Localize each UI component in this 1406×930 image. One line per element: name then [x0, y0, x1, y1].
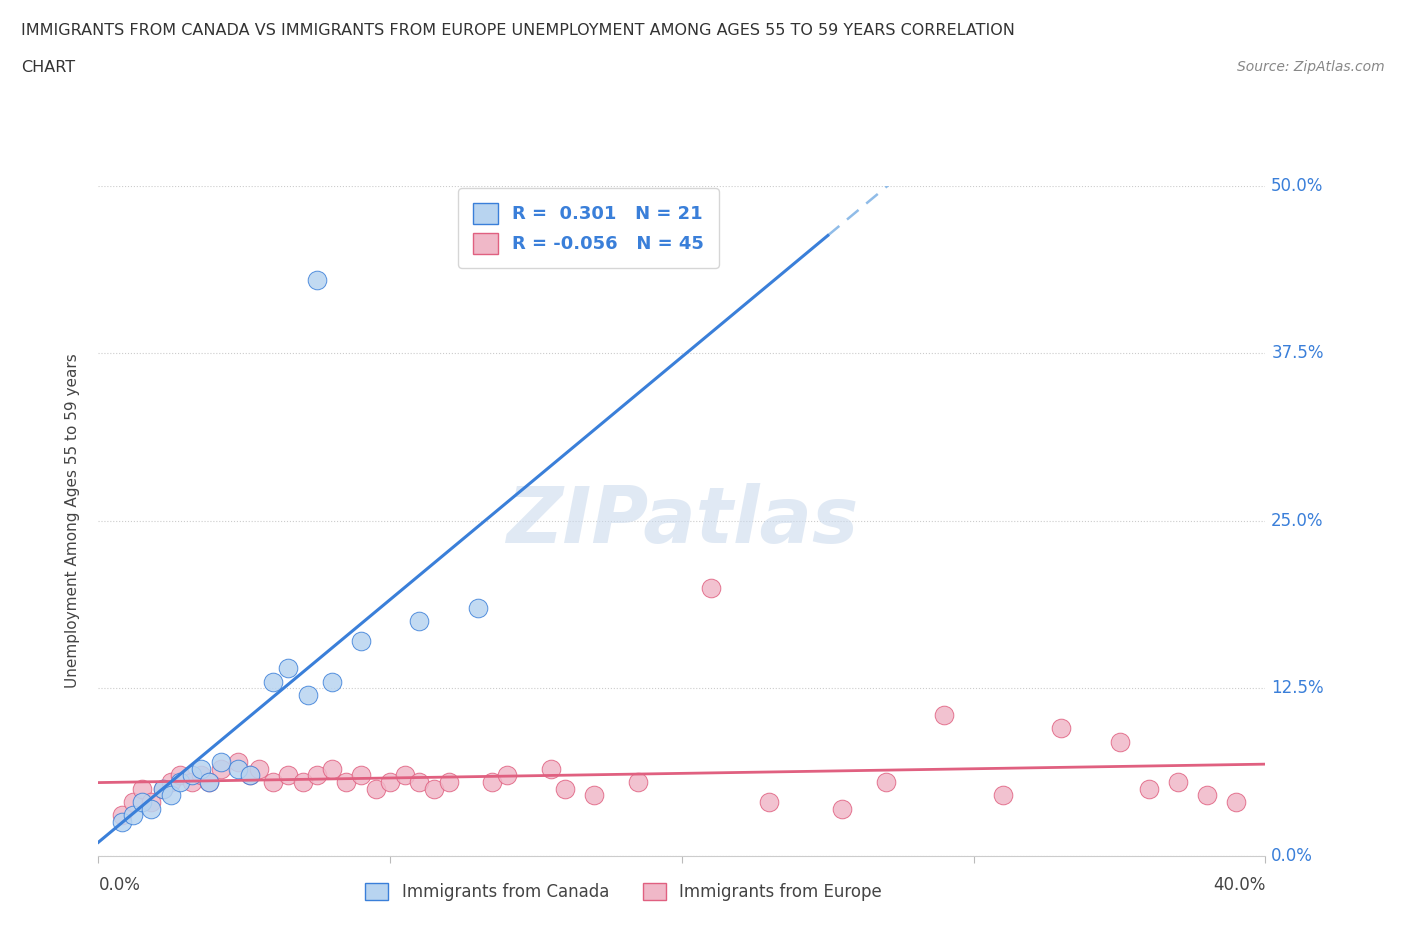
Point: [495, 768, 517, 783]
Point: [408, 775, 430, 790]
Point: [700, 580, 723, 595]
Point: [934, 708, 956, 723]
Point: [307, 768, 329, 783]
Point: [190, 768, 212, 783]
Point: [554, 781, 576, 796]
Point: [169, 768, 191, 783]
Text: 40.0%: 40.0%: [1213, 876, 1265, 894]
Point: [111, 815, 134, 830]
Point: [277, 768, 299, 783]
Point: [335, 775, 357, 790]
Point: [139, 802, 162, 817]
Point: [239, 768, 262, 783]
Point: [758, 794, 780, 809]
Point: [169, 775, 191, 790]
Point: [1137, 781, 1160, 796]
Text: 12.5%: 12.5%: [1271, 679, 1324, 698]
Text: 0.0%: 0.0%: [98, 876, 141, 894]
Text: 50.0%: 50.0%: [1271, 177, 1323, 195]
Point: [467, 601, 489, 616]
Point: [297, 687, 319, 702]
Point: [277, 660, 299, 675]
Point: [291, 775, 314, 790]
Point: [198, 775, 221, 790]
Point: [394, 768, 416, 783]
Point: [307, 272, 329, 287]
Point: [991, 788, 1014, 803]
Point: [209, 754, 232, 769]
Point: [139, 794, 162, 809]
Point: [378, 775, 402, 790]
Point: [262, 674, 284, 689]
Point: [247, 761, 270, 776]
Text: IMMIGRANTS FROM CANADA VS IMMIGRANTS FROM EUROPE UNEMPLOYMENT AMONG AGES 55 TO 5: IMMIGRANTS FROM CANADA VS IMMIGRANTS FRO…: [21, 23, 1015, 38]
Point: [437, 775, 460, 790]
Legend: Immigrants from Canada, Immigrants from Europe: Immigrants from Canada, Immigrants from …: [359, 876, 889, 908]
Point: [122, 808, 145, 823]
Point: [209, 761, 232, 776]
Point: [831, 802, 853, 817]
Point: [321, 674, 343, 689]
Point: [160, 775, 183, 790]
Point: [180, 768, 202, 783]
Point: [408, 614, 430, 629]
Point: [152, 781, 174, 796]
Point: [1050, 721, 1073, 736]
Text: 25.0%: 25.0%: [1271, 512, 1323, 530]
Point: [423, 781, 446, 796]
Text: ZIPatlas: ZIPatlas: [506, 483, 858, 559]
Point: [190, 761, 212, 776]
Point: [350, 768, 373, 783]
Text: Source: ZipAtlas.com: Source: ZipAtlas.com: [1237, 60, 1385, 74]
Point: [1108, 735, 1130, 750]
Point: [540, 761, 562, 776]
Point: [228, 754, 250, 769]
Point: [1195, 788, 1218, 803]
Point: [180, 775, 202, 790]
Point: [160, 788, 183, 803]
Point: [1225, 794, 1247, 809]
Point: [111, 808, 134, 823]
Point: [583, 788, 606, 803]
Point: [152, 781, 174, 796]
Point: [627, 775, 650, 790]
Point: [364, 781, 387, 796]
Y-axis label: Unemployment Among Ages 55 to 59 years: Unemployment Among Ages 55 to 59 years: [65, 353, 80, 688]
Point: [350, 634, 373, 649]
Point: [262, 775, 284, 790]
Point: [228, 761, 250, 776]
Point: [198, 775, 221, 790]
Text: 0.0%: 0.0%: [1271, 846, 1313, 865]
Text: CHART: CHART: [21, 60, 75, 75]
Point: [875, 775, 897, 790]
Point: [1167, 775, 1189, 790]
Point: [131, 794, 153, 809]
Point: [239, 768, 262, 783]
Point: [321, 761, 343, 776]
Point: [481, 775, 503, 790]
Point: [131, 781, 153, 796]
Point: [122, 794, 145, 809]
Text: 37.5%: 37.5%: [1271, 344, 1323, 363]
